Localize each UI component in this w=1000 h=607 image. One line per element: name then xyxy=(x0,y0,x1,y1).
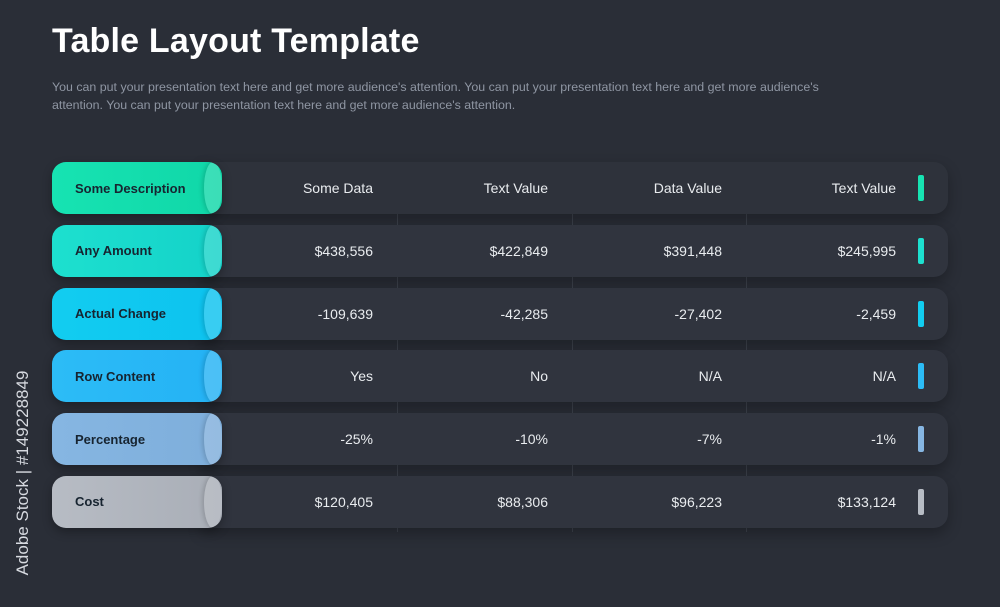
table-cell: $88,306 xyxy=(497,493,548,510)
table-row: Any Amount $438,556 $422,849 $391,448 $2… xyxy=(52,224,948,277)
row-accent-bar xyxy=(918,488,924,515)
table-header-row: Some Description Some Data Text Value Da… xyxy=(52,162,948,214)
row-background xyxy=(202,162,948,214)
table-cell: No xyxy=(530,368,548,385)
table-cell: $422,849 xyxy=(489,242,548,259)
table-cell: -7% xyxy=(697,431,722,448)
row-background xyxy=(202,413,948,466)
row-accent-bar xyxy=(918,363,924,390)
page-subtitle: You can put your presentation text here … xyxy=(52,80,819,112)
table-cell: $245,995 xyxy=(837,242,896,259)
row-background xyxy=(202,350,948,403)
table-row: Row Content Yes No N/A N/A xyxy=(52,350,948,403)
page-title: Table Layout Template xyxy=(52,22,420,60)
table-cell: $438,556 xyxy=(314,242,373,259)
table-cell: -109,639 xyxy=(317,305,373,322)
watermark-text: Adobe Stock | #149228849 xyxy=(13,370,32,576)
row-label: Cost xyxy=(52,475,222,528)
row-background xyxy=(202,224,948,277)
table-cell: Yes xyxy=(350,368,373,385)
table-cell: $96,223 xyxy=(671,493,722,510)
column-header: Data Value xyxy=(653,180,722,196)
row-label: Row Content xyxy=(52,350,222,403)
table-cell: $120,405 xyxy=(314,493,373,510)
row-label: Percentage xyxy=(52,413,222,466)
table-cell: -1% xyxy=(871,431,896,448)
column-header: Text Value xyxy=(483,180,548,196)
table-cell: N/A xyxy=(872,368,896,385)
row-label: Any Amount xyxy=(52,224,222,277)
table-cell: -25% xyxy=(340,431,373,448)
row-accent-bar xyxy=(918,175,924,201)
row-accent-bar xyxy=(918,426,924,453)
table-row: Actual Change -109,639 -42,285 -27,402 -… xyxy=(52,287,948,340)
row-background xyxy=(202,475,948,528)
table-cell: N/A xyxy=(698,368,722,385)
row-background xyxy=(202,287,948,340)
table-cell: -27,402 xyxy=(674,305,722,322)
row-accent-bar xyxy=(918,237,924,264)
column-header: Some Data xyxy=(302,180,373,196)
header-label: Some Description xyxy=(52,162,222,214)
row-label: Actual Change xyxy=(52,287,222,340)
row-accent-bar xyxy=(918,300,924,327)
table-row: Cost $120,405 $88,306 $96,223 $133,124 xyxy=(52,475,948,528)
table-cell: -2,459 xyxy=(856,305,896,322)
table-cell: -10% xyxy=(515,431,548,448)
table-cell: -42,285 xyxy=(500,305,548,322)
table-row: Percentage -25% -10% -7% -1% xyxy=(52,413,948,466)
column-header: Text Value xyxy=(831,180,896,196)
stock-watermark: Adobe Stock | #149228849 xyxy=(13,355,32,591)
table-cell: $391,448 xyxy=(663,242,722,259)
data-table: Some Description Some Data Text Value Da… xyxy=(52,162,948,539)
table-cell: $133,124 xyxy=(837,493,896,510)
